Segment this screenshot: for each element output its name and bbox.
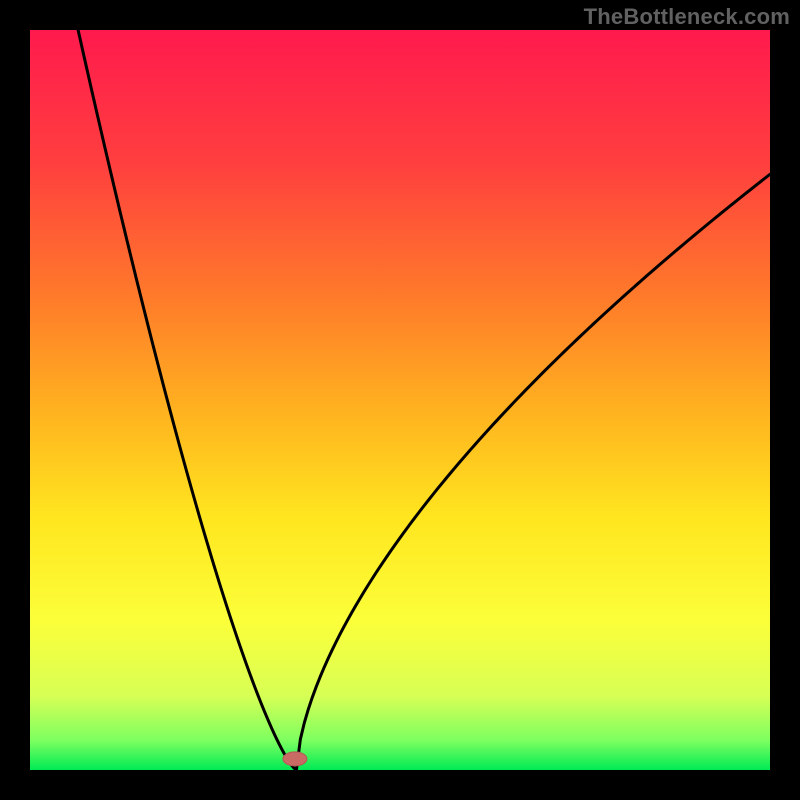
chart-frame: TheBottleneck.com xyxy=(0,0,800,800)
minimum-marker xyxy=(283,752,307,766)
bottleneck-curve-chart xyxy=(0,0,800,800)
plot-background xyxy=(30,30,770,770)
watermark-text: TheBottleneck.com xyxy=(584,4,790,30)
